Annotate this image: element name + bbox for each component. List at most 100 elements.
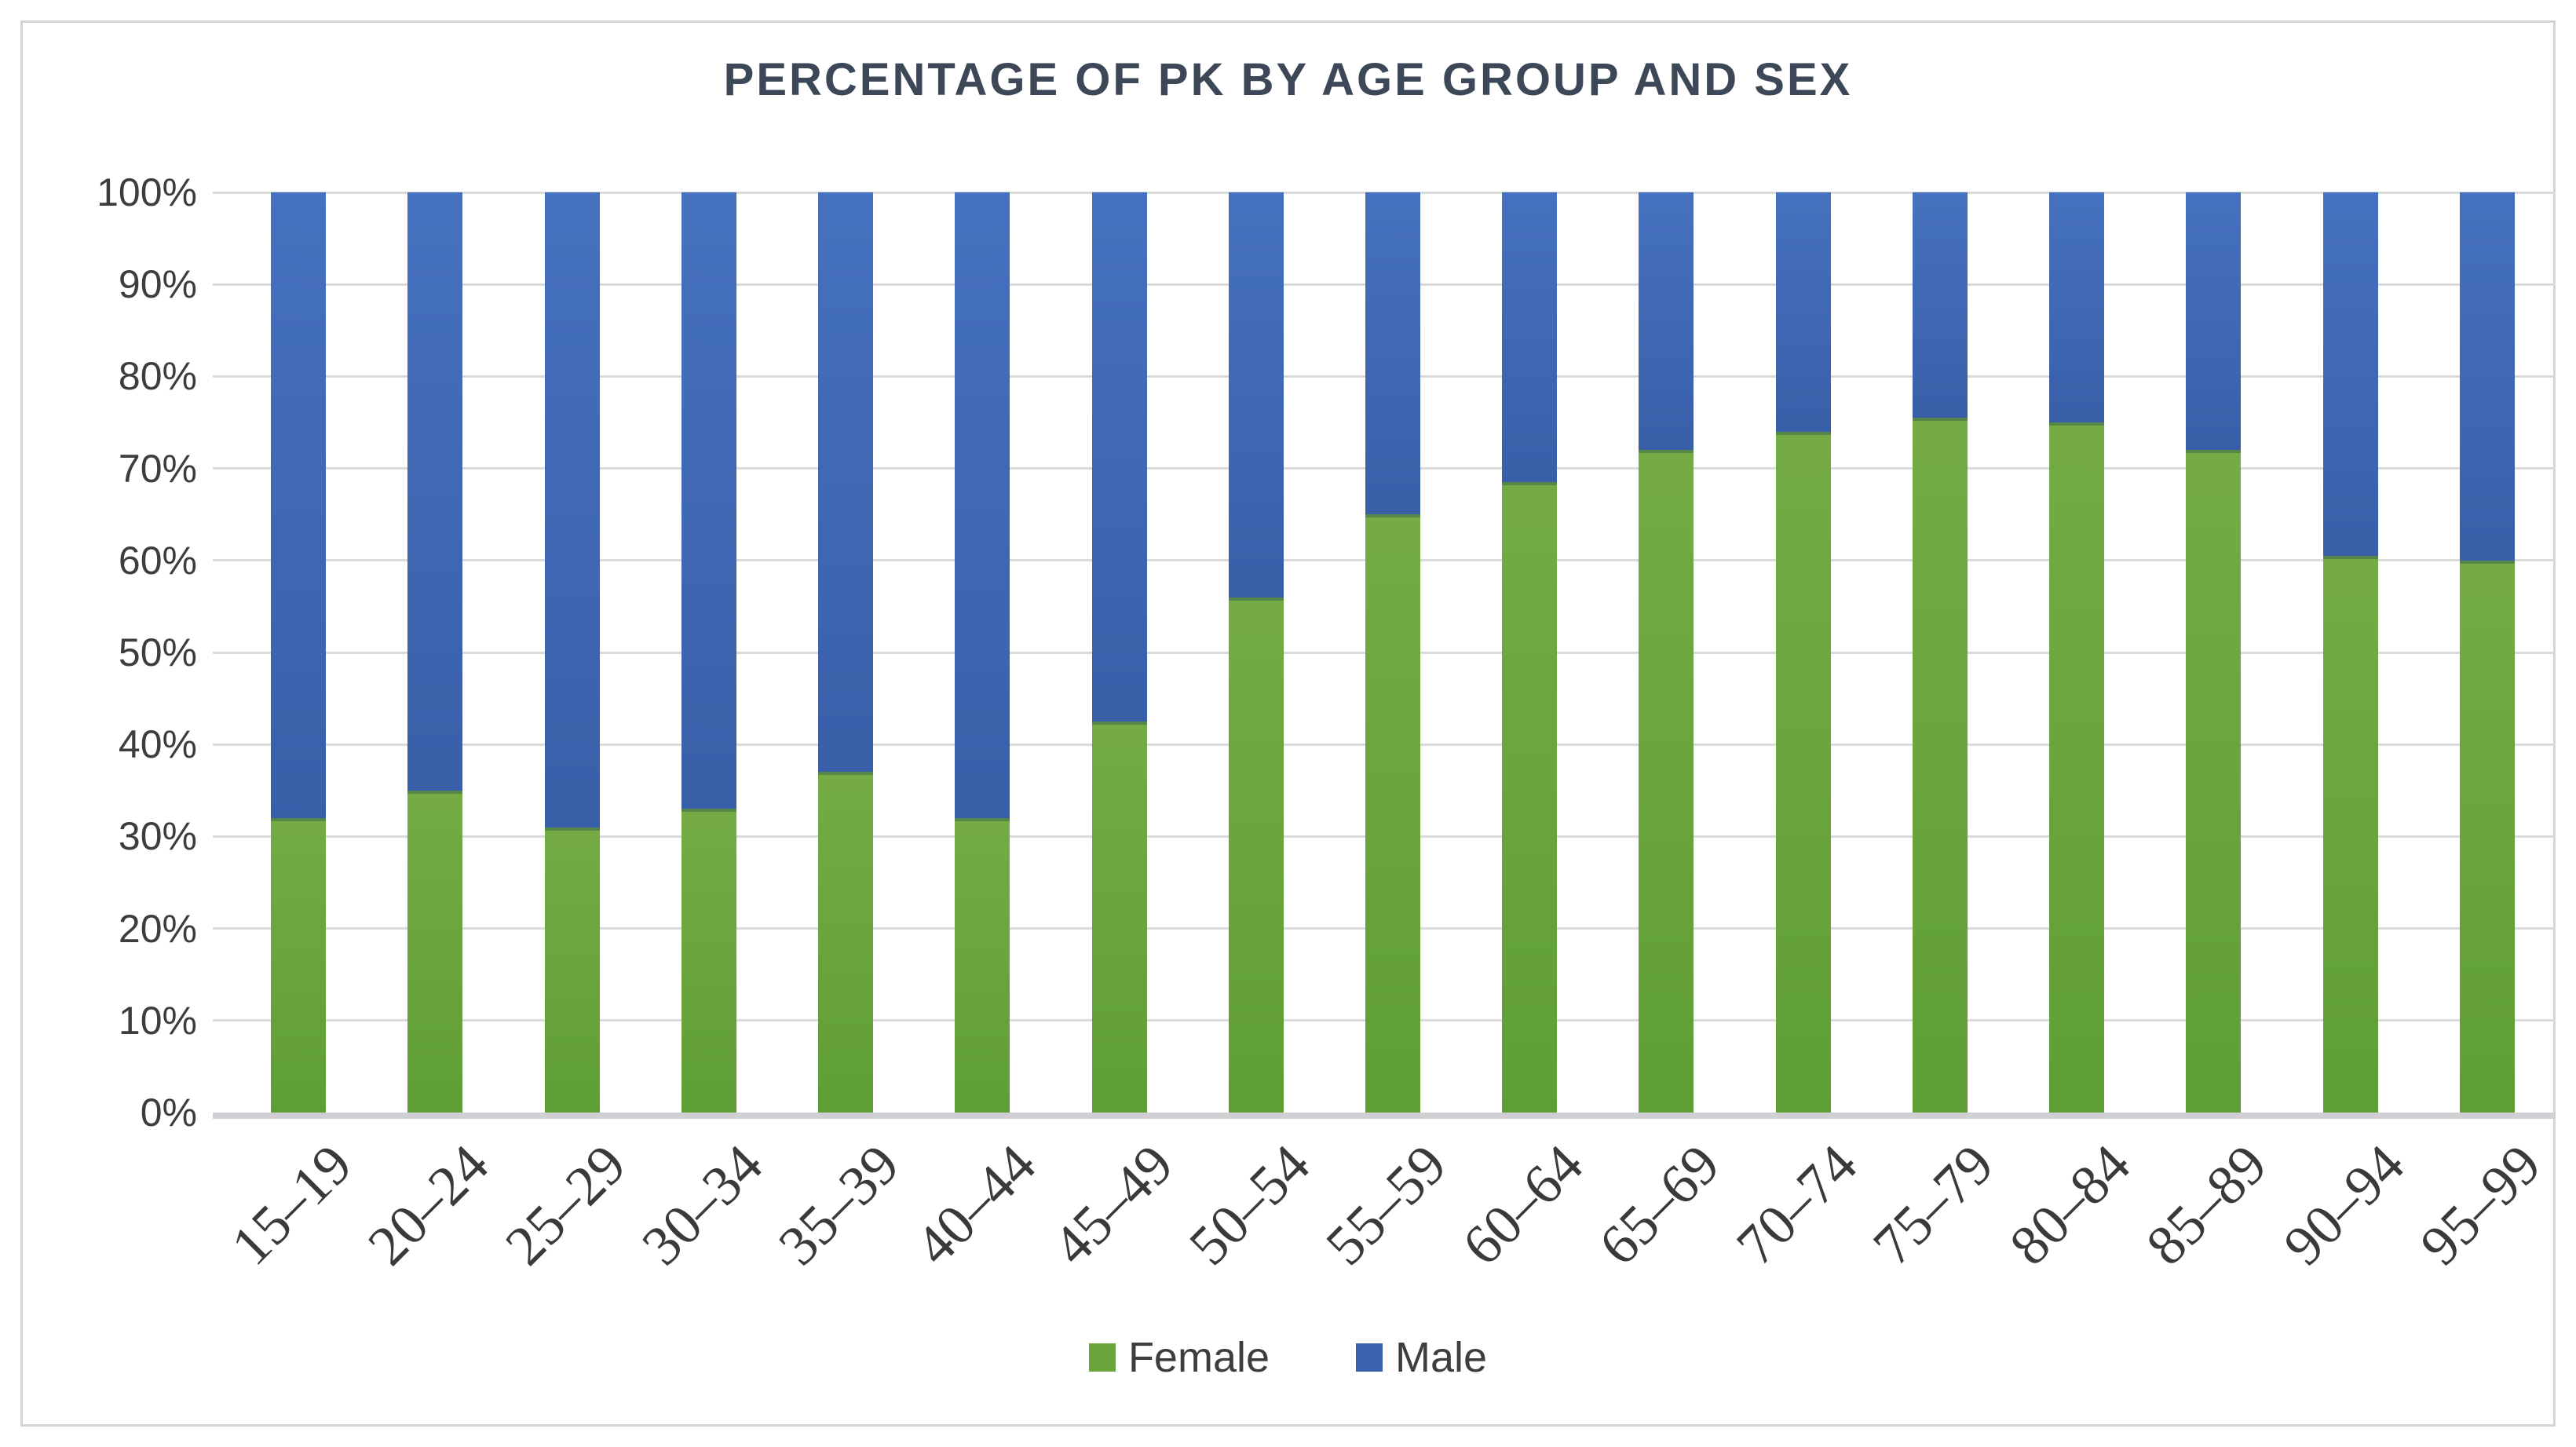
segment-boundary [1091, 721, 1147, 725]
segment-boundary [681, 809, 736, 813]
bar-15–19 [230, 192, 367, 1113]
segment-boundary [1365, 514, 1420, 518]
male-segment-90–94 [2322, 192, 2378, 556]
y-tick-label-30: 30% [118, 814, 197, 859]
legend-label-female: Female [1127, 1334, 1270, 1381]
segment-boundary [2049, 422, 2105, 426]
male-segment-20–24 [407, 192, 463, 791]
male-segment-25–29 [544, 192, 600, 828]
bar-60–64 [1461, 192, 1598, 1113]
bar-stack-55–59 [1365, 192, 1420, 1113]
female-segment-30–34 [681, 809, 736, 1113]
bar-stack-80–84 [2049, 192, 2105, 1113]
segment-boundary [955, 817, 1010, 821]
segment-boundary [1228, 597, 1284, 601]
y-tick-label-50: 50% [118, 630, 197, 674]
bar-55–59 [1325, 192, 1461, 1113]
segment-boundary [2322, 555, 2378, 559]
female-segment-20–24 [407, 790, 463, 1113]
bar-25–29 [503, 192, 640, 1113]
female-segment-35–39 [818, 772, 874, 1113]
bar-stack-15–19 [271, 192, 327, 1113]
male-segment-75–79 [1912, 192, 1968, 418]
plot-area: 0% 10% 20% 30% 40% 50% 60% 70% 80% 90% 100% [97, 170, 2556, 1135]
male-segment-95–99 [2459, 192, 2515, 561]
female-segment-50–54 [1228, 597, 1284, 1113]
y-tick-label-80: 80% [118, 354, 197, 399]
female-segment-75–79 [1912, 418, 1968, 1113]
bar-35–39 [777, 192, 914, 1113]
female-segment-80–84 [2049, 422, 2105, 1113]
female-segment-15–19 [271, 817, 327, 1113]
male-segment-35–39 [818, 192, 874, 773]
y-tick-label-70: 70% [118, 446, 197, 491]
bar-80–84 [2008, 192, 2145, 1113]
female-segment-55–59 [1365, 514, 1420, 1113]
legend-label-male: Male [1395, 1334, 1488, 1381]
y-tick-label-0: 0% [140, 1091, 197, 1135]
bar-40–44 [914, 192, 1050, 1113]
male-segment-30–34 [681, 192, 736, 809]
y-tick-label-20: 20% [118, 906, 197, 951]
segment-boundary [1775, 431, 1831, 435]
male-segment-85–89 [2186, 192, 2242, 451]
bar-stack-70–74 [1775, 192, 1831, 1113]
bar-stack-45–49 [1091, 192, 1147, 1113]
bar-stack-40–44 [955, 192, 1010, 1113]
bar-20–24 [367, 192, 503, 1113]
male-segment-45–49 [1091, 192, 1147, 722]
y-tick-label-100: 100% [97, 170, 197, 214]
y-tick-label-40: 40% [118, 722, 197, 767]
bar-50–54 [1188, 192, 1325, 1113]
segment-boundary [2186, 450, 2242, 454]
bar-95–99 [2419, 192, 2556, 1113]
bar-85–89 [2145, 192, 2282, 1113]
female-series-swatch [1088, 1343, 1116, 1372]
y-tick-label-10: 10% [118, 998, 197, 1043]
male-segment-60–64 [1502, 192, 1558, 483]
gridline-100 [213, 191, 2556, 194]
legend-item-female: Female [1088, 1333, 1270, 1382]
bar-stack-65–69 [1639, 192, 1694, 1113]
legend-item-male: Male [1356, 1333, 1487, 1382]
bar-stack-60–64 [1502, 192, 1558, 1113]
segment-boundary [271, 817, 327, 821]
bar-65–69 [1598, 192, 1734, 1113]
female-segment-40–44 [955, 817, 1010, 1113]
bar-stack-20–24 [407, 192, 463, 1113]
female-segment-60–64 [1502, 482, 1558, 1113]
bar-stack-25–29 [544, 192, 600, 1113]
segment-boundary [818, 772, 874, 776]
female-segment-95–99 [2459, 560, 2515, 1113]
segment-boundary [407, 790, 463, 794]
female-segment-25–29 [544, 827, 600, 1113]
bar-stack-85–89 [2186, 192, 2242, 1113]
segment-boundary [544, 827, 600, 831]
bar-stack-95–99 [2459, 192, 2515, 1113]
segment-boundary [1502, 482, 1558, 486]
segment-boundary [1912, 418, 1968, 422]
bar-stack-75–79 [1912, 192, 1968, 1113]
male-segment-55–59 [1365, 192, 1420, 515]
bar-stack-90–94 [2322, 192, 2378, 1113]
male-segment-15–19 [271, 192, 327, 818]
legend: Female Male [0, 1333, 2576, 1382]
bar-stack-50–54 [1228, 192, 1284, 1113]
bar-stack-35–39 [818, 192, 874, 1113]
male-series-swatch [1356, 1343, 1383, 1372]
bar-70–74 [1735, 192, 1872, 1113]
female-segment-90–94 [2322, 555, 2378, 1113]
bar-75–79 [1872, 192, 2008, 1113]
y-tick-label-90: 90% [118, 262, 197, 307]
male-segment-70–74 [1775, 192, 1831, 432]
bar-stack-30–34 [681, 192, 736, 1113]
y-tick-label-60: 60% [118, 538, 197, 583]
male-segment-40–44 [955, 192, 1010, 818]
x-axis-line [213, 1113, 2556, 1119]
female-segment-70–74 [1775, 431, 1831, 1113]
chart-title: PERCENTAGE OF PK BY AGE GROUP AND SEX [723, 54, 1853, 105]
bar-90–94 [2282, 192, 2419, 1113]
female-segment-65–69 [1639, 450, 1694, 1113]
segment-boundary [1639, 450, 1694, 454]
